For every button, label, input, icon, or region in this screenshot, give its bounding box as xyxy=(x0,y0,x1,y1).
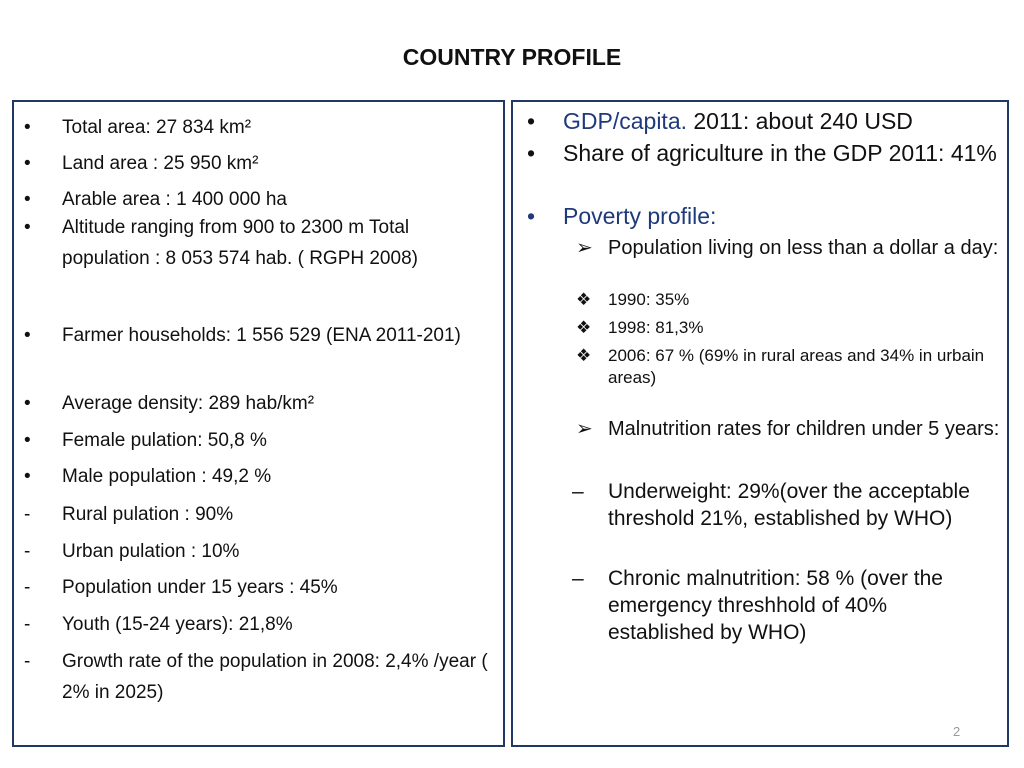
diamond-bullet-icon: ❖ xyxy=(576,318,592,337)
bullet-icon: - xyxy=(24,614,31,635)
dollar-a-day-text: Population living on less than a dollar … xyxy=(608,237,999,259)
list-item: - Youth (15-24 years): 21,8% xyxy=(24,609,502,640)
bullet-icon: • xyxy=(24,466,31,487)
gdp-label: GDP/capita. xyxy=(563,108,687,134)
bullet-icon: - xyxy=(24,541,31,562)
poverty-1998: ❖ 1998: 81,3% xyxy=(576,318,704,337)
underweight-item: – Underweight: 29%(over the acceptable th… xyxy=(572,480,970,530)
list-item-text: Land area : 25 950 km² xyxy=(62,153,259,174)
list-item: - Rural pulation : 90% xyxy=(24,499,502,530)
list-item: - Growth rate of the population in 2008: … xyxy=(24,646,502,708)
chronic-malnutrition-item: – Chronic malnutrition: 58 % (over the em… xyxy=(572,567,943,644)
list-item: • Female pulation: 50,8 % xyxy=(24,425,502,456)
list-item-text: Male population : 49,2 % xyxy=(62,466,272,487)
list-item-text: Urban pulation : 10% xyxy=(62,541,240,562)
bullet-icon: • xyxy=(24,217,31,238)
slide-title: COUNTRY PROFILE xyxy=(402,44,622,70)
bullet-icon: • xyxy=(24,430,31,451)
list-item: - Urban pulation : 10% xyxy=(24,536,502,567)
list-item-text: Growth rate of the population in 2008: 2… xyxy=(62,651,488,703)
poverty-2006: ❖ 2006: 67 % (69% in rural areas and 34% … xyxy=(576,346,985,387)
diamond-bullet-icon: ❖ xyxy=(576,290,592,309)
poverty-1990: ❖ 1990: 35% xyxy=(576,290,690,309)
bullet-icon: • xyxy=(24,189,31,210)
dollar-a-day-item: ➢ Population living on less than a dollar… xyxy=(576,236,1003,260)
malnutrition-item: ➢ Malnutrition rates for children under 5… xyxy=(576,418,1000,440)
list-item-text: Youth (15-24 years): 21,8% xyxy=(62,614,293,635)
agriculture-share-item: • Share of agriculture in the GDP 2011: 4… xyxy=(527,140,997,166)
bullet-icon: - xyxy=(24,577,31,598)
demographics-panel: • Total area: 27 834 km² • Land area : 25 9… xyxy=(12,100,505,747)
diamond-bullet-icon: ❖ xyxy=(576,346,592,365)
poverty-text: Poverty profile: xyxy=(563,203,717,229)
list-item: • Average density: 289 hab/km² xyxy=(24,388,502,419)
list-item: • Altitude ranging from 900 to 2300 m Tot… xyxy=(24,212,502,274)
page-number: 2 xyxy=(953,724,961,739)
list-item-text: Arable area : 1 400 000 ha xyxy=(62,189,288,210)
agriculture-share-text: Share of agriculture in the GDP 2011: 41… xyxy=(563,140,997,166)
poverty-heading: • Poverty profile: xyxy=(527,203,717,229)
bullet-icon: • xyxy=(24,325,31,346)
list-item-text: Female pulation: 50,8 % xyxy=(62,430,267,451)
gdp-value: 2011: about 240 USD xyxy=(687,108,913,134)
list-item: • Male population : 49,2 % xyxy=(24,461,502,492)
list-item-text: Altitude ranging from 900 to 2300 m Tota… xyxy=(62,217,418,269)
bullet-icon: - xyxy=(24,504,31,525)
list-item: - Population under 15 years : 45% xyxy=(24,572,502,603)
list-item: • Total area: 27 834 km² xyxy=(24,112,502,143)
economy-panel: • GDP/capita. 2011: about 240 USD • Share … xyxy=(511,100,1009,747)
bullet-icon: • xyxy=(24,393,31,414)
bullet-icon: • xyxy=(24,117,31,138)
list-item-text: Farmer households: 1 556 529 (ENA 2011-2… xyxy=(62,325,461,346)
list-item-text: Population under 15 years : 45% xyxy=(62,577,338,598)
list-item: • Farmer households: 1 556 529 (ENA 2011-… xyxy=(24,320,502,351)
list-item: • Land area : 25 950 km² xyxy=(24,148,502,179)
gdp-item: • GDP/capita. 2011: about 240 USD xyxy=(527,108,913,134)
arrow-bullet-icon: ➢ xyxy=(576,237,593,259)
list-item-text: Total area: 27 834 km² xyxy=(62,117,252,138)
bullet-icon: • xyxy=(24,153,31,174)
list-item-text: Average density: 289 hab/km² xyxy=(62,393,315,414)
arrow-bullet-icon: ➢ xyxy=(576,418,593,440)
list-item-text: Rural pulation : 90% xyxy=(62,504,234,525)
list-item: • Arable area : 1 400 000 ha xyxy=(24,184,502,215)
bullet-icon: - xyxy=(24,651,31,672)
